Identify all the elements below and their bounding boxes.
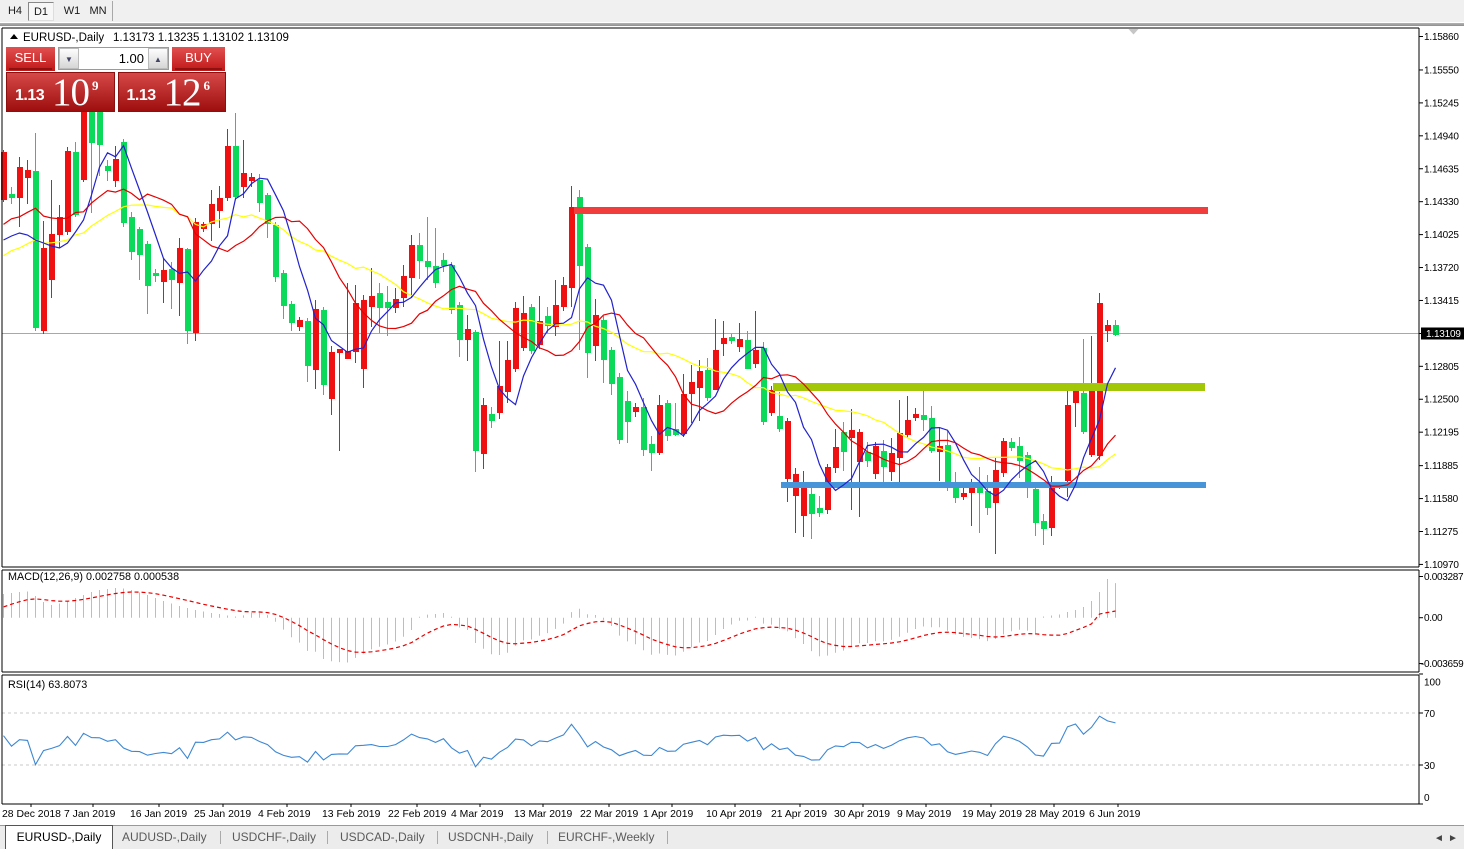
svg-text:9 May 2019: 9 May 2019 [897, 809, 952, 820]
svg-text:1.13173 1.13235 1.13102 1.1310: 1.13173 1.13235 1.13102 1.13109 [113, 32, 289, 44]
svg-text:28 May 2019: 28 May 2019 [1025, 809, 1085, 820]
svg-text:6 Jun 2019: 6 Jun 2019 [1089, 809, 1141, 820]
svg-text:100: 100 [1424, 678, 1441, 689]
svg-text:1.14025: 1.14025 [1424, 230, 1459, 241]
svg-text:30 Apr 2019: 30 Apr 2019 [834, 809, 890, 820]
svg-text:1 Apr 2019: 1 Apr 2019 [643, 809, 693, 820]
svg-text:21 Apr 2019: 21 Apr 2019 [771, 809, 827, 820]
svg-text:1.14330: 1.14330 [1424, 197, 1459, 208]
svg-text:1.13109: 1.13109 [1426, 329, 1461, 340]
svg-text:1.12500: 1.12500 [1424, 395, 1459, 406]
svg-text:0: 0 [1424, 793, 1430, 804]
svg-text:1.12195: 1.12195 [1424, 428, 1459, 439]
svg-text:1.15245: 1.15245 [1424, 98, 1459, 109]
svg-text:4 Mar 2019: 4 Mar 2019 [451, 809, 504, 820]
svg-text:30: 30 [1424, 761, 1436, 772]
svg-text:10 Apr 2019: 10 Apr 2019 [706, 809, 762, 820]
svg-text:1.13720: 1.13720 [1424, 263, 1459, 274]
svg-text:EURUSD-,Daily: EURUSD-,Daily [23, 32, 104, 44]
svg-text:1.11580: 1.11580 [1424, 494, 1459, 505]
svg-text:16 Jan 2019: 16 Jan 2019 [130, 809, 187, 820]
svg-text:0.00: 0.00 [1424, 613, 1443, 624]
svg-text:28 Dec 2018: 28 Dec 2018 [2, 809, 61, 820]
svg-text:1.13415: 1.13415 [1424, 296, 1459, 307]
svg-text:1.11885: 1.11885 [1424, 461, 1459, 472]
svg-text:1.14940: 1.14940 [1424, 131, 1459, 142]
svg-text:4 Feb 2019: 4 Feb 2019 [258, 809, 311, 820]
svg-text:1.15860: 1.15860 [1424, 32, 1459, 43]
svg-text:1.10970: 1.10970 [1424, 560, 1459, 571]
svg-text:1.15550: 1.15550 [1424, 65, 1459, 76]
svg-text:22 Mar 2019: 22 Mar 2019 [580, 809, 639, 820]
svg-text:25 Jan 2019: 25 Jan 2019 [194, 809, 251, 820]
svg-text:1.11275: 1.11275 [1424, 527, 1459, 538]
svg-text:RSI(14) 63.8073: RSI(14) 63.8073 [8, 679, 87, 691]
svg-text:0.003287: 0.003287 [1424, 572, 1464, 583]
svg-text:MACD(12,26,9) 0.002758 0.00053: MACD(12,26,9) 0.002758 0.000538 [8, 571, 179, 583]
svg-text:22 Feb 2019: 22 Feb 2019 [388, 809, 447, 820]
svg-text:70: 70 [1424, 709, 1436, 720]
svg-text:1.14635: 1.14635 [1424, 164, 1459, 175]
svg-text:-0.003659: -0.003659 [1421, 659, 1464, 670]
svg-text:19 May 2019: 19 May 2019 [962, 809, 1022, 820]
svg-text:1.12805: 1.12805 [1424, 362, 1459, 373]
svg-text:7 Jan 2019: 7 Jan 2019 [64, 809, 116, 820]
svg-text:13 Feb 2019: 13 Feb 2019 [322, 809, 381, 820]
svg-text:13 Mar 2019: 13 Mar 2019 [514, 809, 573, 820]
